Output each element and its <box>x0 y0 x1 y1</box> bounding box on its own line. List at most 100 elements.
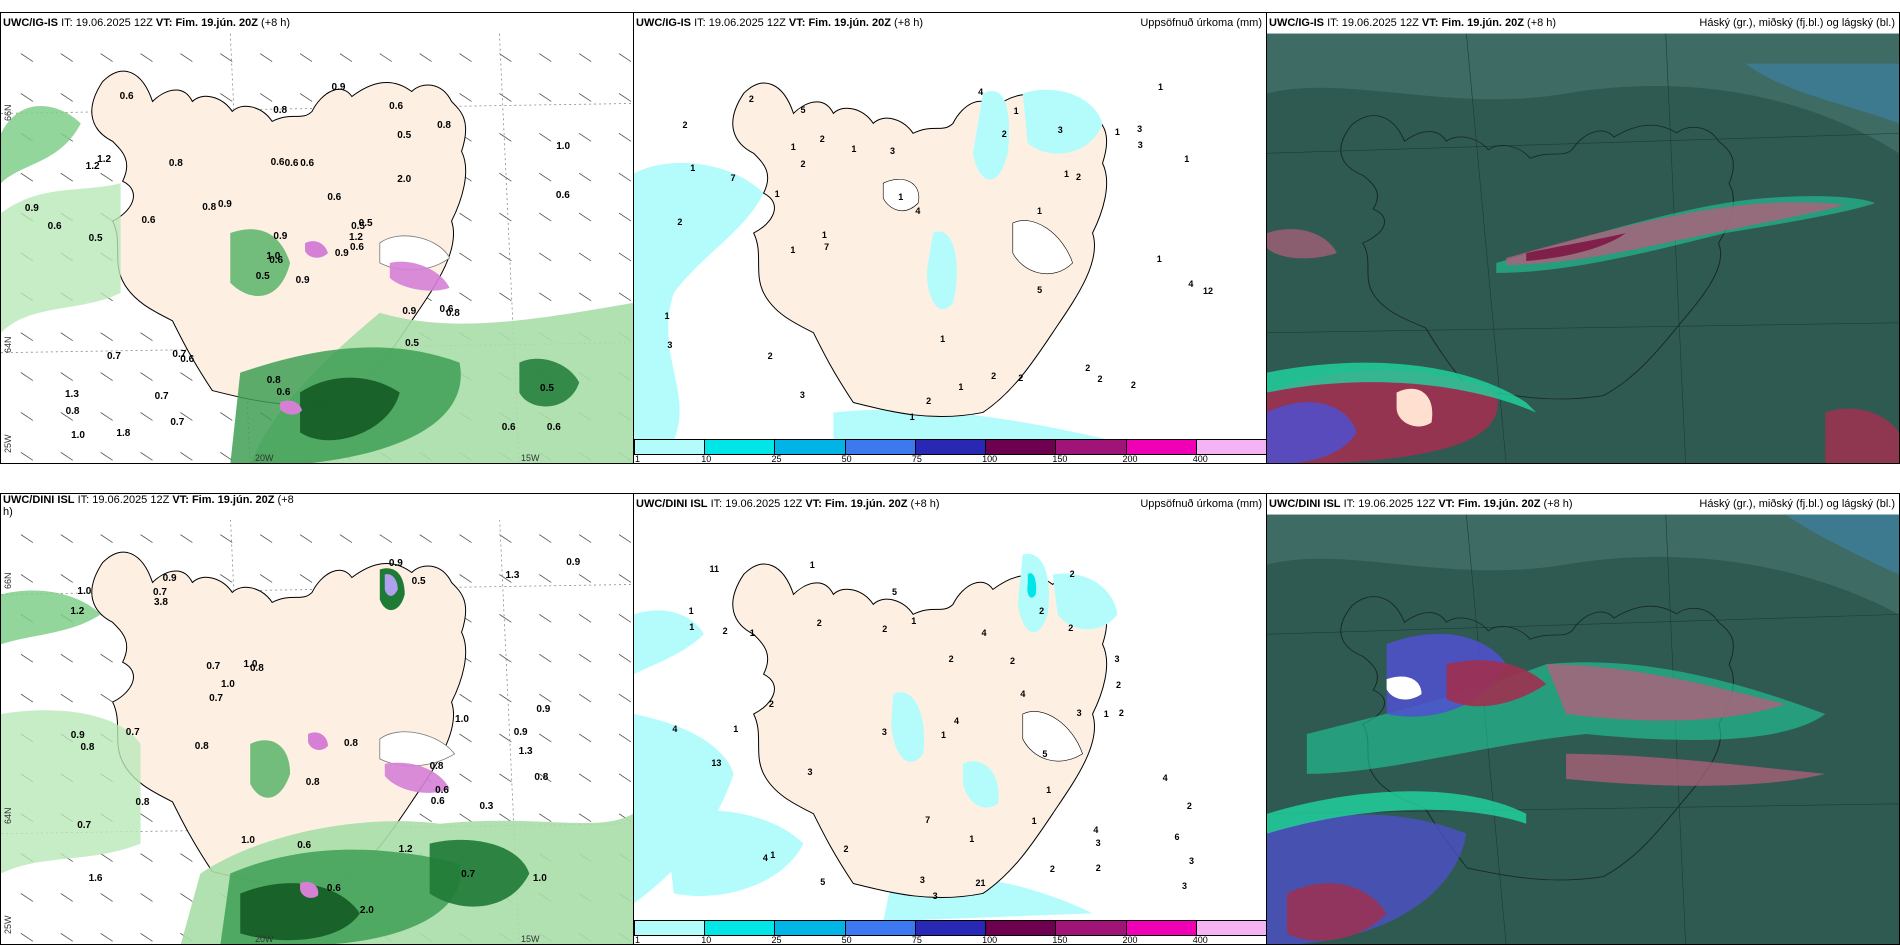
map-value-label: 0.6 <box>555 189 570 201</box>
map-value-label: 0.6 <box>269 255 284 267</box>
map-value-label: 5 <box>1042 748 1048 759</box>
map-value-label: 1 <box>809 560 815 571</box>
map-value-label: 2 <box>926 395 932 406</box>
map-value-label: 1 <box>689 621 695 632</box>
model-name: UWC/IG-IS <box>1269 17 1324 29</box>
map-value-label: 0.9 <box>402 305 417 317</box>
map-value-label: 3 <box>1095 837 1101 848</box>
map-value-label: 1 <box>1046 784 1052 795</box>
map-value-label: 1 <box>733 724 739 734</box>
colorbar-tick-label: 200 <box>1122 935 1138 945</box>
map-value-label: 3 <box>1057 125 1063 136</box>
lead-time: (+8 h) <box>910 498 940 510</box>
model-name: UWC/DINI ISL <box>3 494 75 506</box>
model-name: UWC/DINI ISL <box>1269 498 1341 510</box>
colorbar-tick-label: 1 <box>635 935 641 945</box>
map-value-label: 0.6 <box>284 157 299 169</box>
map-value-label: 2 <box>816 618 822 629</box>
init-time: 19.06.2025 12Z <box>1358 498 1436 510</box>
map-value-label: 1.3 <box>505 569 520 581</box>
map-value-label: 0.8 <box>249 663 264 675</box>
map-value-label: 0.6 <box>327 191 342 203</box>
map-value-label: 0.5 <box>255 271 270 283</box>
map-panel-precip-igis: UWC/IG-IS IT: 19.06.2025 12Z VT: Fim. 19… <box>633 12 1267 464</box>
map-value-label: 0.7 <box>206 660 221 672</box>
map-value-label: 0.6 <box>546 422 561 434</box>
map-value-label: 0.8 <box>344 737 358 749</box>
map-value-label: 1.2 <box>70 606 85 618</box>
map-value-label: 0.8 <box>65 406 80 418</box>
map-value-label: 2 <box>682 120 688 131</box>
lead-time-cont: h) <box>3 506 13 518</box>
map-panel-clouds-igis: UWC/IG-IS IT: 19.06.2025 12Z VT: Fim. 19… <box>1266 12 1900 464</box>
map-value-label: 0.5 <box>88 232 103 244</box>
map-value-label: 2 <box>1010 655 1016 666</box>
map-value-label: 2 <box>1130 380 1136 391</box>
map-value-label: 4 <box>1093 825 1099 836</box>
map-value-label: 3 <box>799 389 805 400</box>
map-value-label: 1.0 <box>556 141 571 153</box>
map-value-label: 0.5 <box>351 220 365 232</box>
map-value-label: 0.6 <box>435 784 449 796</box>
map-value-label: 2 <box>1018 373 1024 384</box>
map-value-label: 3 <box>881 726 887 737</box>
map-value-label: 1 <box>1063 169 1069 180</box>
panel-title: Uppsöfnuð úrkoma (mm) <box>1140 498 1262 510</box>
map-value-label: 0.6 <box>276 387 291 399</box>
map-value-label: 0.5 <box>397 129 412 141</box>
map-value-label: 12 <box>1203 285 1214 296</box>
map-value-label: 0.9 <box>331 81 346 93</box>
map-value-label: 1 <box>1184 154 1190 165</box>
map-panel-wind-dini: UWC/DINI ISL IT: 19.06.2025 12Z VT: Fim.… <box>0 493 634 945</box>
map-value-label: 2 <box>767 350 773 361</box>
panel-header: UWC/DINI ISL IT: 19.06.2025 12Z VT: Fim.… <box>1267 494 1899 514</box>
lon-label-15w: 15W <box>521 453 540 463</box>
map-value-label: 7 <box>925 815 931 826</box>
model-name: UWC/IG-IS <box>3 17 58 29</box>
map-value-label: 0.6 <box>270 156 285 168</box>
colorbar-segment <box>844 439 916 455</box>
map-value-label: 0.7 <box>461 868 476 880</box>
map-value-label: 2 <box>948 654 954 665</box>
map-value-label: 2 <box>1069 569 1075 580</box>
map-value-label: 1 <box>941 730 947 741</box>
init-time: 19.06.2025 12Z <box>92 494 170 506</box>
init-time: 19.06.2025 12Z <box>1341 17 1419 29</box>
precip-map <box>634 33 1266 441</box>
lon-label-20w: 20W <box>255 453 274 463</box>
valid-time: Fim. 19.jún. 20Z <box>808 17 891 29</box>
lat-label-25w: 25W <box>3 434 13 453</box>
map-value-label: 0.8 <box>194 741 209 753</box>
map-value-label: 0.9 <box>273 231 288 243</box>
map-value-label: 1.6 <box>88 872 103 884</box>
colorbar-segment <box>1055 439 1127 455</box>
colorbar-tick-label: 25 <box>771 454 782 464</box>
map-value-label: 0.9 <box>70 729 85 741</box>
colorbar-segment <box>914 439 987 455</box>
map-value-label: 1.3 <box>518 746 533 758</box>
map-value-label: 0.5 <box>540 382 554 394</box>
lat-label-66n: 66N <box>3 572 13 589</box>
map-value-label: 0.9 <box>566 556 581 568</box>
map-value-label: 0.8 <box>80 742 95 754</box>
map-value-label: 3 <box>1076 708 1082 719</box>
map-value-label: 0.7 <box>125 727 140 739</box>
valid-time: Fim. 19.jún. 20Z <box>1441 17 1524 29</box>
panel-title: Uppsöfnuð úrkoma (mm) <box>1140 17 1262 29</box>
map-value-label: 0.9 <box>295 274 310 286</box>
map-value-label: 1 <box>774 189 780 200</box>
map-value-label: 5 <box>820 877 826 888</box>
map-value-label: 1.2 <box>349 231 363 243</box>
map-value-label: 3 <box>1114 654 1120 665</box>
lat-label-64n: 64N <box>3 336 13 353</box>
init-time: 19.06.2025 12Z <box>708 17 786 29</box>
map-value-label: 4 <box>1188 279 1194 290</box>
map-value-label: 2.0 <box>397 174 412 186</box>
precip-map <box>634 514 1266 922</box>
colorbar-segment <box>704 920 776 936</box>
map-value-label: 0.8 <box>437 120 451 132</box>
it-prefix: IT: <box>61 17 73 29</box>
map-value-label: 2 <box>1085 362 1091 373</box>
map-value-label: 4 <box>1162 773 1168 784</box>
map-value-label: 2 <box>1049 864 1055 875</box>
